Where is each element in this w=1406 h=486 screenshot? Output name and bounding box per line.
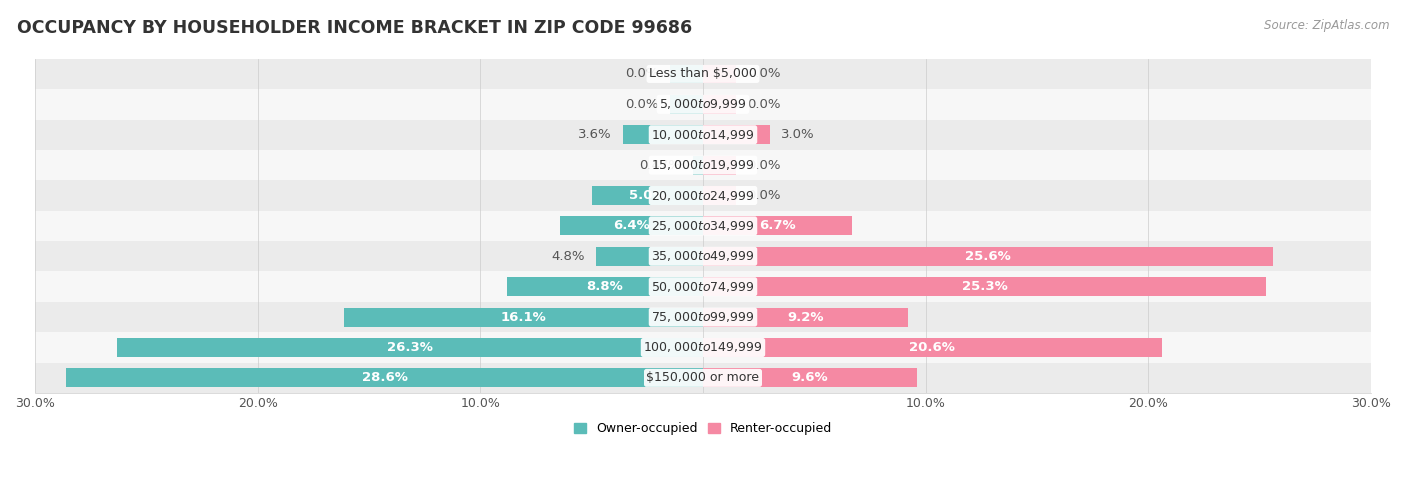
Text: 3.6%: 3.6% <box>578 128 612 141</box>
Text: 8.8%: 8.8% <box>586 280 623 293</box>
Text: $100,000 to $149,999: $100,000 to $149,999 <box>644 341 762 354</box>
Text: 3.0%: 3.0% <box>780 128 814 141</box>
Text: 4.8%: 4.8% <box>551 250 585 263</box>
Bar <box>703 125 770 144</box>
Text: 5.0%: 5.0% <box>628 189 665 202</box>
Text: Source: ZipAtlas.com: Source: ZipAtlas.com <box>1264 19 1389 33</box>
Text: 16.1%: 16.1% <box>501 311 547 324</box>
Bar <box>35 241 1371 272</box>
Text: 28.6%: 28.6% <box>361 371 408 384</box>
Text: 25.3%: 25.3% <box>962 280 1008 293</box>
Text: $10,000 to $14,999: $10,000 to $14,999 <box>651 128 755 142</box>
Bar <box>117 338 703 357</box>
Text: $25,000 to $34,999: $25,000 to $34,999 <box>651 219 755 233</box>
Bar <box>669 95 703 114</box>
Bar <box>703 278 1267 296</box>
Text: 0.0%: 0.0% <box>748 98 782 111</box>
Text: 0.0%: 0.0% <box>748 158 782 172</box>
Bar <box>35 59 1371 89</box>
Text: Less than $5,000: Less than $5,000 <box>650 68 756 81</box>
Bar <box>703 95 737 114</box>
Bar <box>703 186 737 205</box>
Text: $150,000 or more: $150,000 or more <box>647 371 759 384</box>
Text: 25.6%: 25.6% <box>965 250 1011 263</box>
Bar <box>508 278 703 296</box>
Bar <box>703 308 908 327</box>
Text: 0.0%: 0.0% <box>748 68 782 81</box>
Bar <box>623 125 703 144</box>
Text: $5,000 to $9,999: $5,000 to $9,999 <box>659 97 747 111</box>
Text: 0.47%: 0.47% <box>640 158 682 172</box>
Bar <box>66 368 703 387</box>
Bar <box>344 308 703 327</box>
Bar <box>703 247 1272 266</box>
Text: 6.4%: 6.4% <box>613 219 650 232</box>
Text: 0.0%: 0.0% <box>748 189 782 202</box>
Text: 20.6%: 20.6% <box>910 341 955 354</box>
Bar <box>35 332 1371 363</box>
Bar <box>35 150 1371 180</box>
Bar <box>561 216 703 235</box>
Text: $75,000 to $99,999: $75,000 to $99,999 <box>651 310 755 324</box>
Bar <box>703 65 737 84</box>
Bar <box>35 302 1371 332</box>
Text: 6.7%: 6.7% <box>759 219 796 232</box>
Text: $50,000 to $74,999: $50,000 to $74,999 <box>651 280 755 294</box>
Legend: Owner-occupied, Renter-occupied: Owner-occupied, Renter-occupied <box>568 417 838 440</box>
Bar <box>703 216 852 235</box>
Bar <box>35 89 1371 120</box>
Bar <box>596 247 703 266</box>
Bar <box>35 120 1371 150</box>
Text: $15,000 to $19,999: $15,000 to $19,999 <box>651 158 755 172</box>
Bar <box>703 338 1161 357</box>
Bar <box>703 156 737 174</box>
Bar <box>35 211 1371 241</box>
Text: 26.3%: 26.3% <box>387 341 433 354</box>
Bar <box>592 186 703 205</box>
Text: 0.0%: 0.0% <box>624 68 658 81</box>
Bar <box>35 272 1371 302</box>
Bar <box>35 180 1371 211</box>
Text: 9.6%: 9.6% <box>792 371 828 384</box>
Bar <box>669 65 703 84</box>
Text: $35,000 to $49,999: $35,000 to $49,999 <box>651 249 755 263</box>
Bar <box>35 363 1371 393</box>
Text: 9.2%: 9.2% <box>787 311 824 324</box>
Text: $20,000 to $24,999: $20,000 to $24,999 <box>651 189 755 203</box>
Text: OCCUPANCY BY HOUSEHOLDER INCOME BRACKET IN ZIP CODE 99686: OCCUPANCY BY HOUSEHOLDER INCOME BRACKET … <box>17 19 692 37</box>
Text: 0.0%: 0.0% <box>624 98 658 111</box>
Bar <box>703 368 917 387</box>
Bar <box>693 156 703 174</box>
